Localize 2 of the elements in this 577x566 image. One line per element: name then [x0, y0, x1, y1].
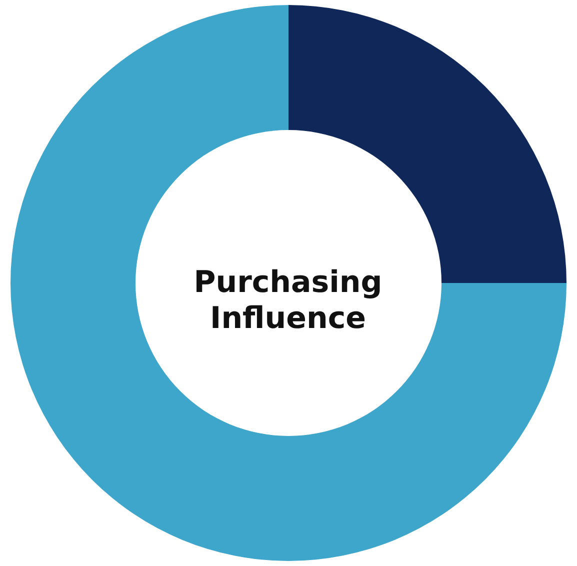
donut-slice	[10, 5, 566, 561]
text: Purchasing Influence	[194, 265, 382, 336]
